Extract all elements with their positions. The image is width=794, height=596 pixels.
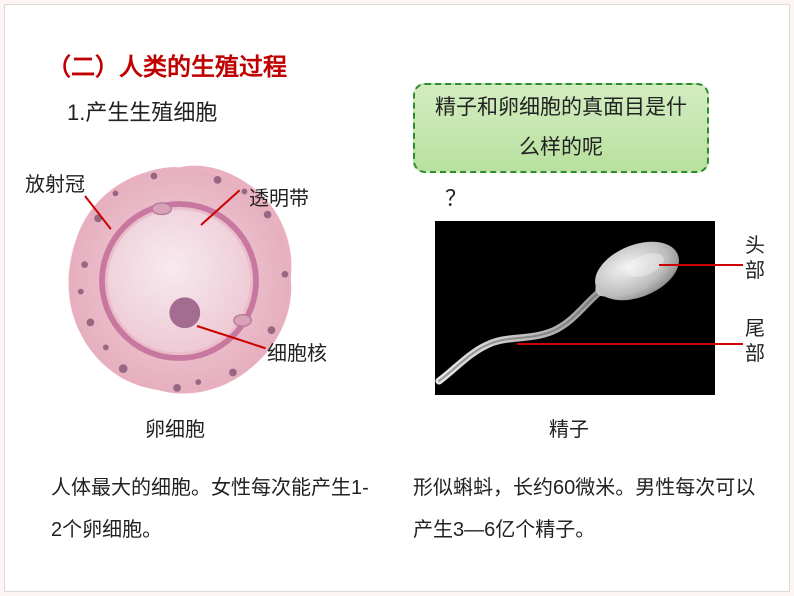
question-mark: ？	[445, 181, 467, 213]
subsection-title: 1.产生生殖细胞	[67, 95, 217, 127]
pointer-tail	[517, 343, 743, 345]
egg-nucleus-texture	[169, 297, 200, 328]
section-title: （二）人类的生殖过程	[47, 47, 287, 82]
slide-content: （二）人类的生殖过程 1.产生生殖细胞 精子和卵细胞的真面目是什么样的呢 ？	[4, 4, 790, 592]
label-nucleus: 细胞核	[267, 337, 327, 366]
sperm-caption: 精子	[549, 413, 589, 442]
egg-caption: 卵细胞	[145, 413, 205, 442]
pointer-head	[659, 264, 743, 266]
sperm-diagram	[435, 221, 715, 395]
polar-body-2	[234, 315, 251, 327]
label-head: 头部	[745, 234, 767, 284]
label-zona: 透明带	[249, 182, 309, 211]
callout-text: 精子和卵细胞的真面目是什么样的呢	[425, 88, 697, 168]
sperm-description: 形似蝌蚪，长约60微米。男性每次可以产生3—6亿个精子。	[413, 467, 763, 551]
egg-cytoplasm-texture	[108, 210, 251, 353]
polar-body-1	[152, 203, 171, 215]
label-tail: 尾部	[745, 317, 767, 367]
question-callout: 精子和卵细胞的真面目是什么样的呢	[413, 83, 709, 173]
sperm-bg	[435, 221, 715, 395]
egg-description: 人体最大的细胞。女性每次能产生1-2个卵细胞。	[51, 467, 371, 551]
label-corona: 放射冠	[25, 168, 85, 197]
